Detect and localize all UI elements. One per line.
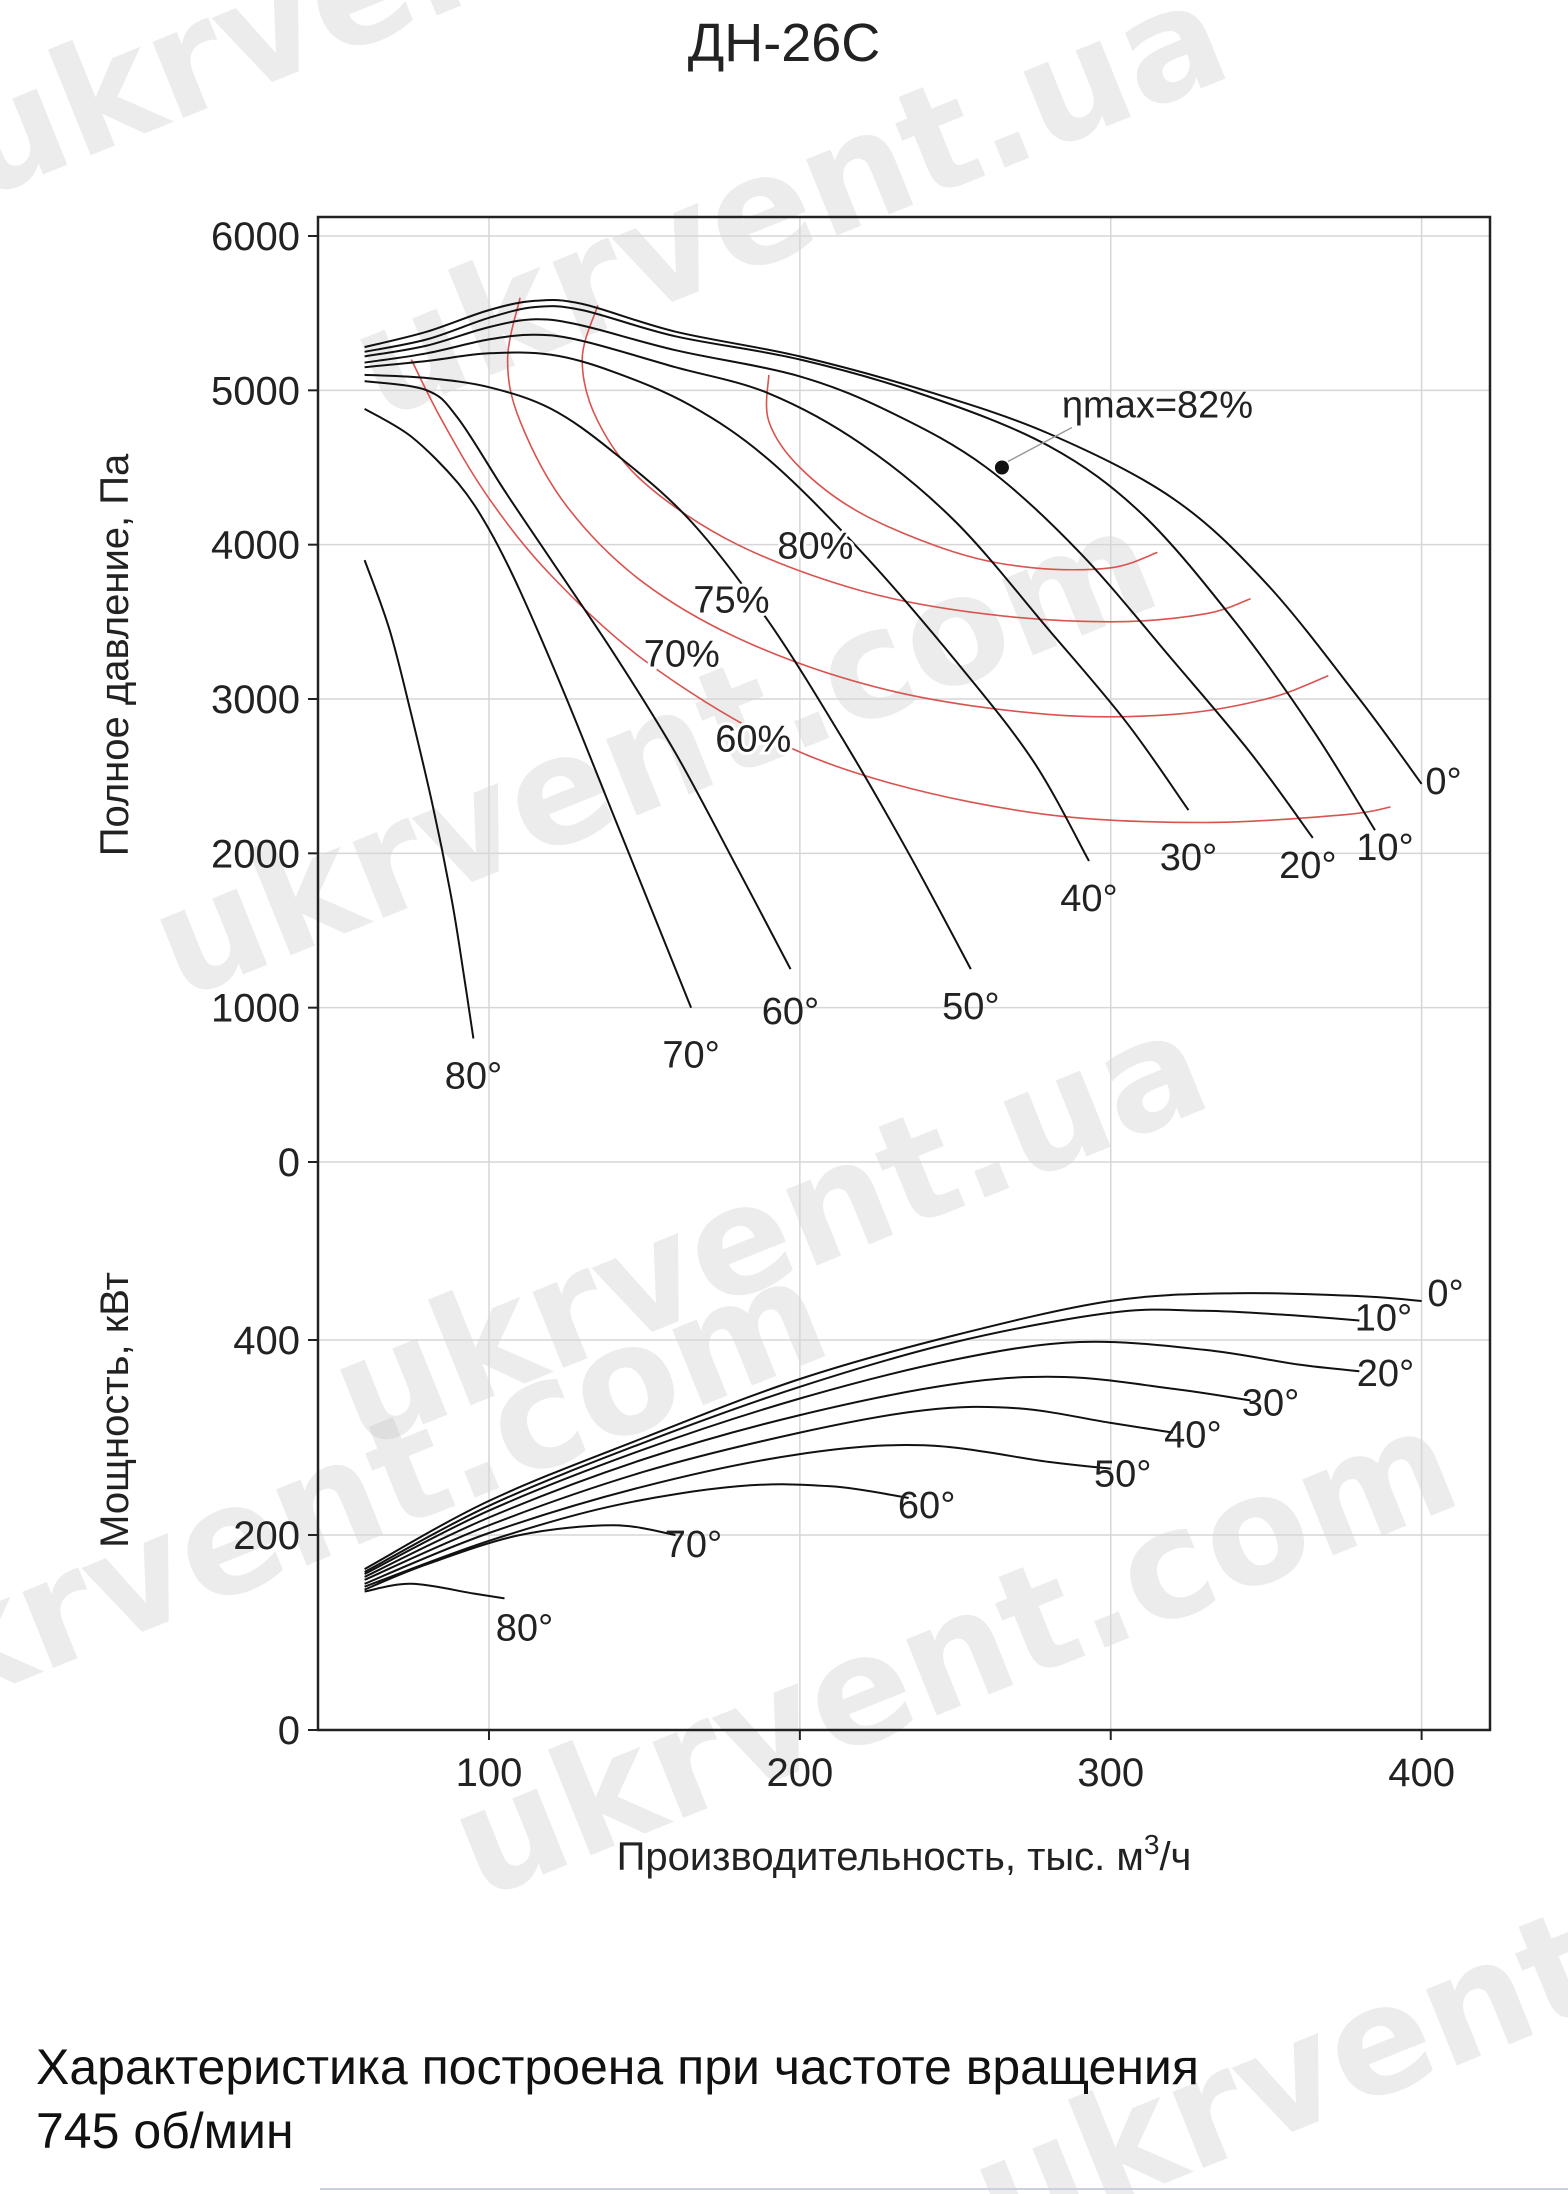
- pressure-curve-70deg: [364, 408, 693, 1009]
- pressure-curve-label: 20°: [1279, 845, 1336, 887]
- power-curve-20deg: [364, 1340, 1360, 1575]
- y-tick-label-power: 400: [233, 1319, 300, 1363]
- power-curve-60deg: [364, 1483, 909, 1588]
- y-tick-label-power: 200: [233, 1514, 300, 1558]
- note-line-2: 745 об/мин: [36, 2103, 294, 2159]
- plot-frame: [316, 215, 1492, 1732]
- power-curve-80deg: [364, 1582, 505, 1600]
- x-tick-label: 100: [456, 1751, 523, 1795]
- pressure-curve-label: 40°: [1060, 878, 1117, 920]
- pressure-curve-label: 10°: [1356, 827, 1413, 869]
- labels-layer: 100 200 300 4000100020003000400050006000020…: [211, 215, 1464, 1795]
- pressure-curve-label: 60°: [762, 991, 819, 1033]
- y-axis-label-power: Мощность, кВт: [93, 1272, 137, 1548]
- pressure-curve-20deg: [364, 318, 1314, 839]
- power-curve-50deg: [364, 1444, 1111, 1585]
- y-axis-label-pressure: Полное давление, Па: [93, 453, 137, 856]
- efficiency-curve-60pct: [410, 359, 1391, 824]
- power-curve-label: 0°: [1427, 1273, 1463, 1315]
- y-tick-label-pressure: 5000: [211, 369, 300, 413]
- x-tick-label: 400: [1388, 1751, 1455, 1795]
- power-curve-label: 60°: [898, 1485, 955, 1527]
- eta-max-leader: [1007, 426, 1073, 463]
- x-axis-label: Производительность, тыс. м3/ч: [617, 1829, 1192, 1879]
- pressure-curve-label: 30°: [1160, 837, 1217, 879]
- power-curve-40deg: [364, 1405, 1174, 1581]
- power-curve-label: 50°: [1094, 1454, 1151, 1496]
- pressure-curve-label: 50°: [942, 986, 999, 1028]
- x-tick-label: 300: [1077, 1751, 1144, 1795]
- y-tick-label-pressure: 0: [278, 1141, 300, 1185]
- efficiency-label: 60%: [715, 719, 791, 761]
- power-curve-10deg: [364, 1308, 1360, 1573]
- power-curve-label: 70°: [665, 1524, 722, 1566]
- efficiency-label: 80%: [777, 526, 853, 568]
- pressure-curve-60deg: [364, 380, 792, 970]
- pressure-curve-30deg: [364, 333, 1190, 811]
- note-line-1: Характеристика построена при частоте вра…: [36, 2039, 1199, 2095]
- y-tick-label-power: 0: [278, 1709, 300, 1753]
- chart-title: ДН-26С: [687, 13, 881, 73]
- pressure-curve-label: 0°: [1425, 761, 1461, 803]
- y-tick-label-pressure: 1000: [211, 987, 300, 1031]
- y-tick-label-pressure: 3000: [211, 678, 300, 722]
- efficiency-curve-80pct: [765, 374, 1158, 571]
- grid-layer: [308, 217, 1490, 1740]
- pressure-curve-50deg: [364, 373, 972, 970]
- pressure-curve-0deg: [364, 298, 1423, 785]
- power-curve-0deg: [364, 1292, 1422, 1570]
- efficiency-label: 70%: [644, 634, 720, 676]
- y-tick-label-pressure: 6000: [211, 215, 300, 259]
- efficiency-curve-70pct: [506, 297, 1329, 718]
- y-tick-label-pressure: 2000: [211, 832, 300, 876]
- pressure-curve-40deg: [364, 351, 1090, 862]
- y-tick-label-pressure: 4000: [211, 524, 300, 568]
- rotation-speed-note: Характеристика построена при частоте вра…: [36, 2035, 1199, 2163]
- pressure-curve-label: 70°: [662, 1035, 719, 1077]
- curves-layer: [363, 297, 1423, 1600]
- power-curve-label: 10°: [1355, 1298, 1412, 1340]
- eta-max-point: [994, 460, 1009, 475]
- power-curve-70deg: [364, 1524, 676, 1591]
- power-curve-label: 20°: [1357, 1353, 1414, 1395]
- x-tick-label: 200: [766, 1751, 833, 1795]
- power-curve-label: 40°: [1164, 1415, 1221, 1457]
- pressure-curve-10deg: [364, 305, 1376, 831]
- pressure-curve-80deg: [363, 559, 475, 1039]
- eta-max-annotation: ηmax=82%: [1062, 385, 1253, 427]
- pressure-curve-label: 80°: [445, 1056, 502, 1098]
- power-curve-30deg: [364, 1375, 1251, 1578]
- power-curve-label: 30°: [1242, 1382, 1299, 1424]
- divider: [320, 2188, 1568, 2190]
- efficiency-label: 75%: [693, 580, 769, 622]
- power-curve-label: 80°: [496, 1607, 553, 1649]
